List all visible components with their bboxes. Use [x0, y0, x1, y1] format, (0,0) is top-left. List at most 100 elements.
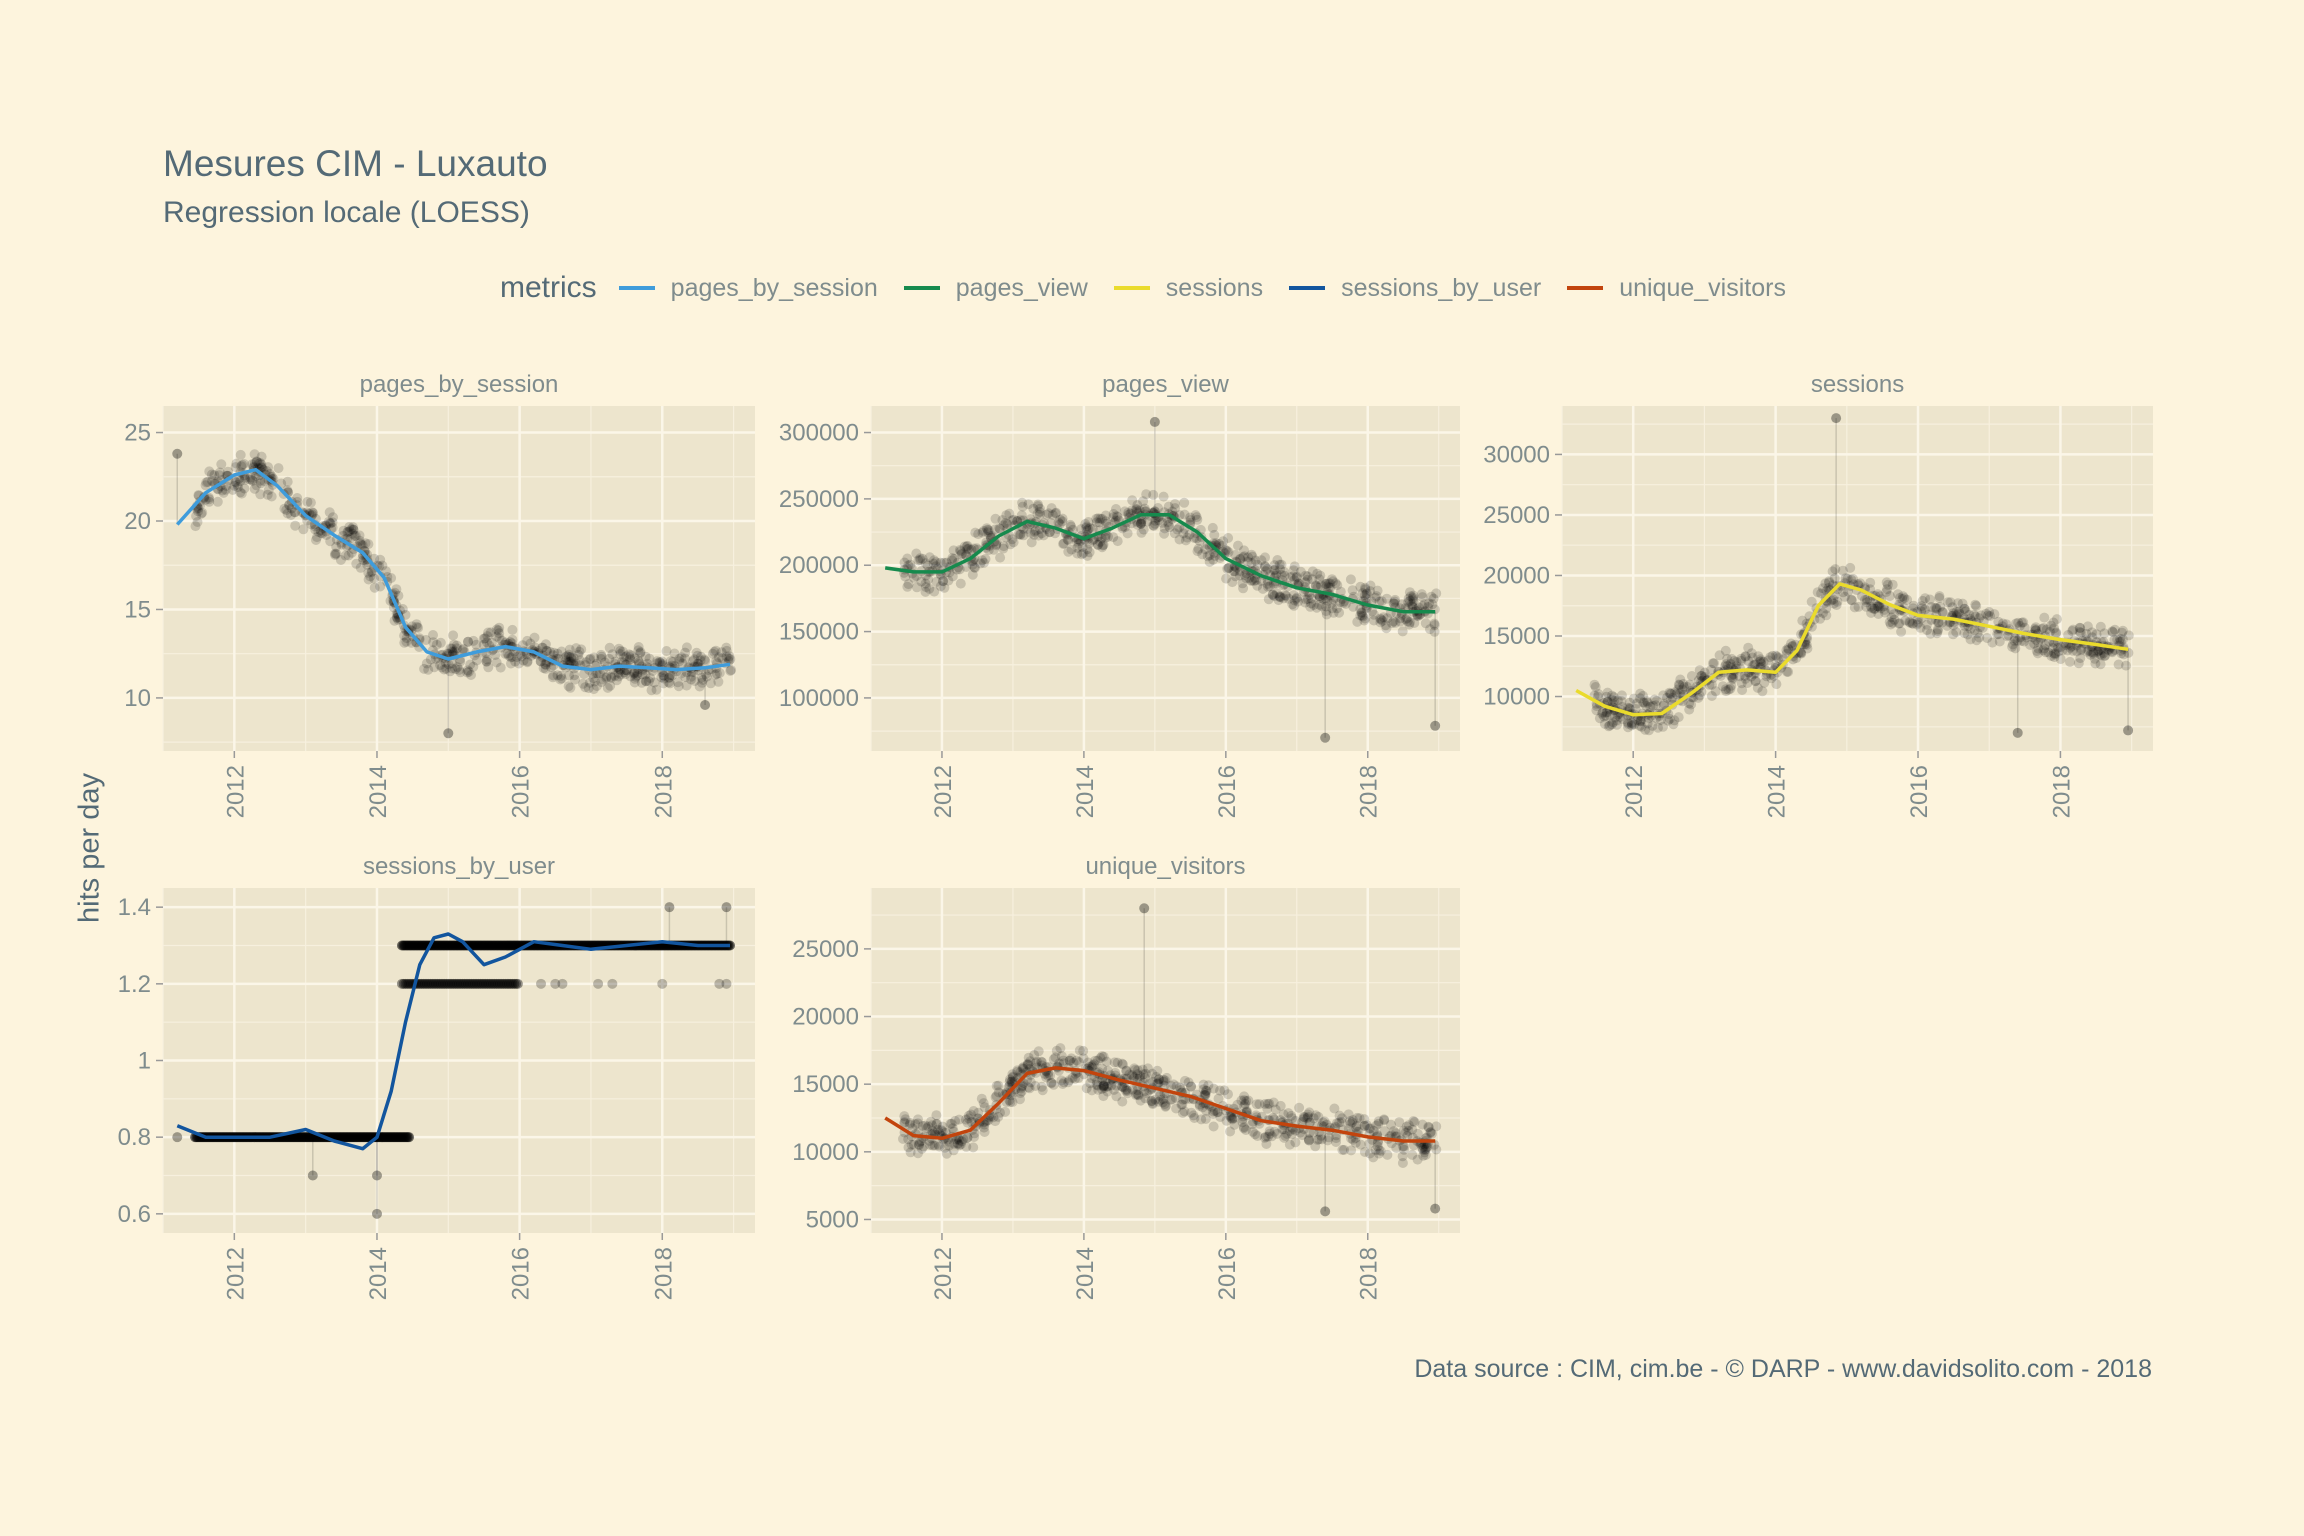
- data-point: [716, 647, 727, 658]
- data-point: [251, 456, 262, 467]
- data-point: [1816, 588, 1827, 599]
- data-point: [1971, 635, 1982, 646]
- data-point: [1387, 618, 1397, 629]
- data-point: [1666, 688, 1677, 699]
- data-point: [628, 668, 639, 679]
- data-point: [1881, 587, 1892, 597]
- data-point: [1721, 686, 1731, 697]
- data-point: [365, 571, 376, 582]
- data-point: [1179, 509, 1190, 520]
- data-point: [1029, 529, 1040, 540]
- data-point: [330, 550, 341, 560]
- legend-item-pages-by-session: pages_by_session: [618, 274, 878, 303]
- data-point: [1307, 574, 1318, 585]
- data-point: [1093, 513, 1104, 524]
- data-point: [1117, 1082, 1128, 1093]
- data-point: [206, 469, 217, 480]
- data-point: [609, 670, 620, 681]
- legend-item-unique-visitors: unique_visitors: [1567, 274, 1786, 303]
- data-point: [2091, 629, 2102, 640]
- data-point: [1873, 601, 1884, 612]
- data-point: [906, 1139, 917, 1150]
- data-point: [1731, 661, 1742, 672]
- data-point: [1357, 588, 1368, 599]
- data-point: [1200, 1088, 1211, 1099]
- data-point: [613, 643, 624, 654]
- data-point: [1100, 516, 1111, 527]
- outlier-point: [172, 1132, 183, 1143]
- data-point: [1720, 661, 1731, 672]
- data-point: [1394, 1117, 1405, 1128]
- data-point: [1849, 602, 1860, 613]
- data-point: [663, 677, 674, 688]
- data-point: [1076, 524, 1087, 535]
- data-point: [668, 656, 678, 667]
- data-point: [1239, 551, 1250, 562]
- data-point: [1312, 1134, 1323, 1145]
- data-point: [1959, 603, 1970, 614]
- data-point: [1734, 671, 1745, 682]
- data-point: [1602, 696, 1613, 707]
- data-point: [1271, 588, 1282, 599]
- legend: metrics pages_by_session pages_view sess…: [500, 268, 1812, 308]
- data-point: [1316, 1134, 1327, 1145]
- panel-background-pages-by-session: [163, 406, 755, 751]
- data-point: [1012, 1065, 1023, 1076]
- outlier-point: [172, 448, 183, 459]
- data-point: [1247, 575, 1257, 586]
- data-point: [1098, 1051, 1109, 1062]
- data-point: [1359, 1147, 1370, 1157]
- data-point: [962, 540, 973, 551]
- data-point: [1128, 1073, 1139, 1084]
- data-point: [1920, 604, 1930, 615]
- data-point: [939, 582, 950, 593]
- data-point: [1082, 544, 1093, 555]
- data-point: [1642, 698, 1653, 708]
- data-point: [1097, 540, 1108, 551]
- data-point: [954, 1140, 965, 1151]
- data-point: [1083, 1057, 1094, 1068]
- data-point: [204, 494, 215, 505]
- data-point: [998, 543, 1009, 554]
- data-point: [1708, 658, 1718, 669]
- data-point: [1117, 1058, 1128, 1069]
- data-point: [1226, 1110, 1237, 1121]
- data-point: [1658, 721, 1668, 732]
- data-point: [1109, 1084, 1120, 1095]
- data-point: [1095, 513, 1106, 524]
- data-point: [1321, 606, 1332, 617]
- data-point: [1101, 1056, 1112, 1067]
- data-point: [500, 637, 511, 648]
- data-point: [632, 668, 643, 679]
- data-point: [696, 651, 706, 662]
- data-point: [393, 590, 404, 601]
- data-point: [1766, 673, 1777, 684]
- data-point: [1310, 1141, 1321, 1152]
- data-point: [308, 508, 319, 518]
- x-tick-label: 2016: [1214, 1247, 1241, 1300]
- data-point: [481, 637, 492, 648]
- data-point: [441, 663, 452, 674]
- data-point: [1305, 1117, 1315, 1128]
- data-point: [2025, 639, 2036, 650]
- data-point: [1306, 593, 1317, 604]
- data-point: [1951, 627, 1962, 638]
- data-point: [928, 558, 939, 569]
- data-point: [1327, 574, 1337, 585]
- data-point: [1080, 519, 1091, 529]
- data-point: [1280, 1131, 1291, 1141]
- data-point: [673, 681, 684, 692]
- data-point: [2040, 640, 2051, 651]
- data-point: [1756, 656, 1767, 667]
- data-point: [2096, 645, 2106, 655]
- data-point: [1241, 573, 1252, 584]
- data-point: [1408, 594, 1419, 605]
- data-point: [471, 655, 482, 666]
- data-point: [1252, 1131, 1263, 1141]
- data-point: [1924, 594, 1935, 605]
- data-point: [1303, 1111, 1314, 1122]
- data-point: [2085, 649, 2096, 660]
- data-point: [1239, 1100, 1250, 1111]
- data-point: [255, 489, 266, 500]
- data-point: [1959, 628, 1970, 639]
